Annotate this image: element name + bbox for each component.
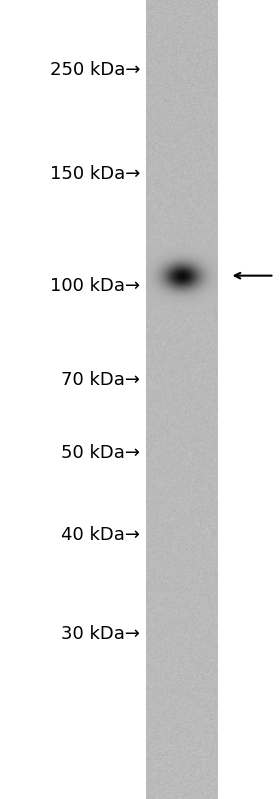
- Text: 40 kDa→: 40 kDa→: [61, 527, 140, 544]
- Text: 50 kDa→: 50 kDa→: [61, 444, 140, 462]
- Text: 70 kDa→: 70 kDa→: [61, 372, 140, 389]
- Text: 30 kDa→: 30 kDa→: [61, 625, 140, 642]
- Text: 150 kDa→: 150 kDa→: [50, 165, 140, 183]
- Text: 250 kDa→: 250 kDa→: [50, 62, 140, 79]
- Text: 100 kDa→: 100 kDa→: [50, 277, 140, 295]
